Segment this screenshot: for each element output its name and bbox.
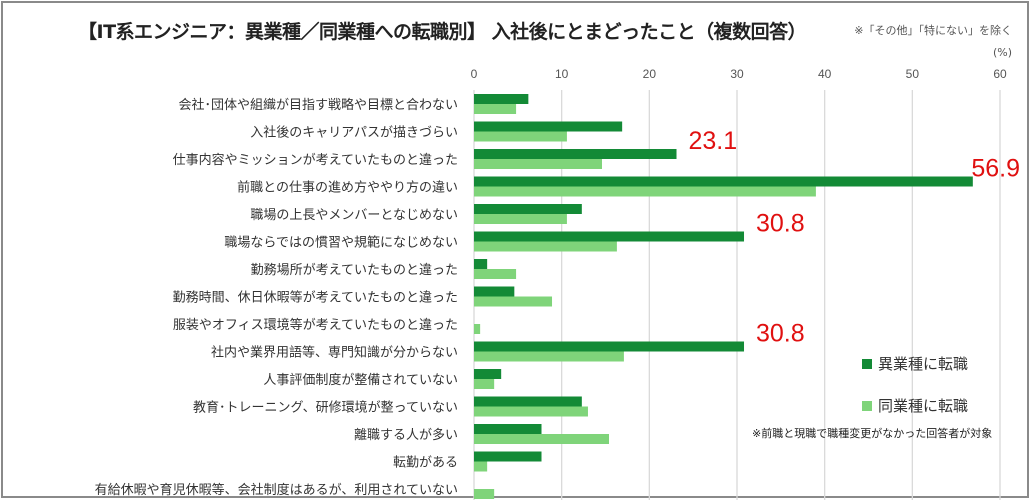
category-label: 服装やオフィス環境等が考えていたものと違った <box>173 317 458 333</box>
bar-series1 <box>474 259 488 269</box>
legend-swatch-series1 <box>862 358 872 369</box>
category-label: 職場ならではの慣習や規範になじめない <box>224 235 458 251</box>
category-label: 有給休暇や育児休暇等、会社制度はあるが、利用されていない <box>95 482 458 498</box>
category-label: 教育･トレーニング、研修環境が整っていない <box>193 400 458 416</box>
bar-series2 <box>474 241 617 252</box>
bar-series1 <box>474 204 582 214</box>
category-label: 仕事内容やミッションが考えていたものと違った <box>173 152 458 168</box>
bar-series2 <box>474 104 517 114</box>
x-tick-label: 20 <box>643 67 657 81</box>
unit-label: (%) <box>992 46 1012 59</box>
data-label: 30.8 <box>756 210 805 238</box>
legend-label-series1: 異業種に転職 <box>878 355 969 373</box>
bar-series1 <box>474 396 582 407</box>
data-label: 30.8 <box>756 320 805 348</box>
bar-series2 <box>474 489 495 499</box>
data-label: 23.1 <box>689 127 738 155</box>
category-label: 勤務場所が考えていたものと違った <box>251 263 458 278</box>
x-tick-label: 30 <box>730 67 744 81</box>
bar-series1 <box>474 231 745 242</box>
bar-series1 <box>474 369 502 379</box>
bar-series1 <box>474 149 677 159</box>
category-label: 離職する人が多い <box>354 427 458 443</box>
x-tick-label: 0 <box>471 67 478 81</box>
legend-item-series1: 異業種に転職 <box>862 353 968 374</box>
x-tick-label: 50 <box>906 67 920 81</box>
bar-series2 <box>474 379 495 389</box>
category-label: 転勤がある <box>393 456 458 471</box>
bar-series1 <box>474 286 515 297</box>
category-label: 人事評価制度が整備されていない <box>263 372 458 388</box>
bar-series2 <box>474 214 567 224</box>
x-tick-label: 10 <box>555 67 569 81</box>
bar-series1 <box>474 94 529 104</box>
bar-series2 <box>474 186 816 197</box>
x-tick-label: 40 <box>818 67 832 81</box>
bar-series2 <box>474 406 588 417</box>
bar-series1 <box>474 341 745 352</box>
legend-label-series2: 同業種に転職 <box>878 397 969 415</box>
bar-series2 <box>474 351 624 362</box>
legend-swatch-series2 <box>862 400 872 411</box>
category-label: 勤務時間、休日休暇等が考えていたものと違った <box>173 290 458 306</box>
category-label: 前職との仕事の進め方ややり方の違い <box>237 180 458 196</box>
bar-series1 <box>474 176 973 187</box>
bar-series1 <box>474 121 623 132</box>
chart-title: 【IT系エンジニア：異業種／同業種への転職別】 入社後にとまどったこと（複数回答… <box>78 21 807 43</box>
category-label: 入社後のキャリアパスが描きづらい <box>250 125 458 141</box>
respondent-note: ※前職と現職で職種変更がなかった回答者が対象 <box>752 427 993 440</box>
bar-series2 <box>474 434 610 444</box>
data-label: 56.9 <box>971 155 1020 183</box>
bar-series2 <box>474 461 488 472</box>
bar-series1 <box>474 424 542 434</box>
category-label: 職場の上長やメンバーとなじめない <box>250 208 458 223</box>
legend-item-series2: 同業種に転職 <box>862 395 968 416</box>
exclusion-note: ※「その他」「特にない」を除く <box>854 24 1012 37</box>
bar-series2 <box>474 296 553 307</box>
bar-series2 <box>474 324 481 334</box>
category-label: 会社･団体や組織が目指す戦略や目標と合わない <box>178 97 458 113</box>
bar-series1 <box>474 451 542 462</box>
bar-series2 <box>474 159 602 169</box>
category-label: 社内や業界用語等、専門知識が分からない <box>211 345 458 361</box>
x-tick-label: 60 <box>993 67 1007 81</box>
bar-series2 <box>474 131 567 142</box>
bar-series2 <box>474 269 517 279</box>
